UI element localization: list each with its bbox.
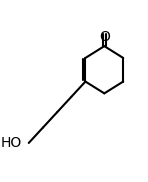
Text: HO: HO bbox=[0, 136, 22, 150]
Text: O: O bbox=[99, 30, 110, 44]
